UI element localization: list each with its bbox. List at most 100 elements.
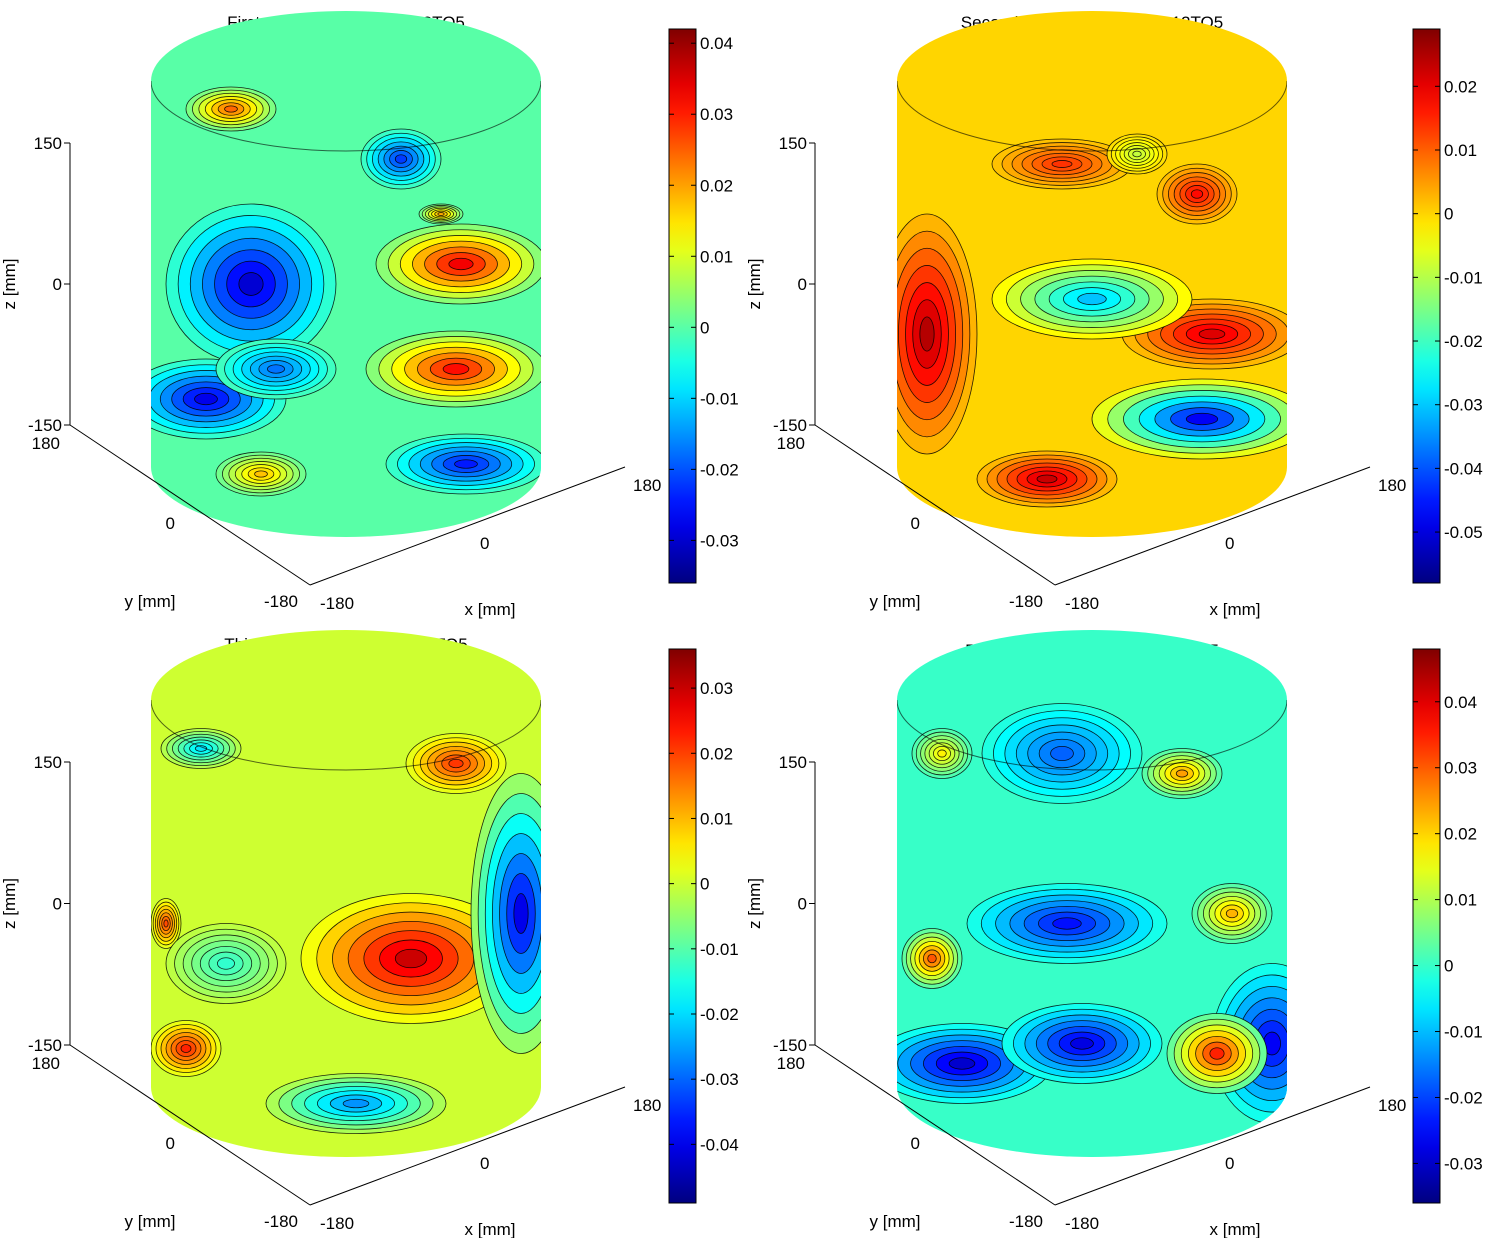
y-axis-line <box>69 1044 311 1206</box>
z-tick-label: -150 <box>773 1036 807 1055</box>
contour-ring <box>217 957 235 970</box>
y-axis-line <box>814 424 1056 586</box>
maximum-region <box>976 450 1118 508</box>
colorbar-tick-label: -0.02 <box>1444 1088 1483 1107</box>
z-tick-label: 0 <box>53 895 62 914</box>
contour-ring <box>454 459 478 469</box>
cylinder-rim <box>897 80 1287 152</box>
contour-ring <box>342 1098 370 1109</box>
x-tick-label: -180 <box>1065 594 1099 613</box>
colorbar-tick-label: 0.04 <box>1444 693 1477 712</box>
contour-ring <box>1209 1047 1225 1060</box>
contour-ring <box>163 919 169 928</box>
x-axis-label: x [mm] <box>1210 1220 1261 1238</box>
maximum-region <box>1156 163 1238 225</box>
x-tick-label: 180 <box>1378 476 1406 495</box>
z-tick-label: 0 <box>798 895 807 914</box>
maximum-region <box>1141 748 1223 799</box>
contour-ring <box>927 953 937 964</box>
contour-ring <box>1132 150 1142 158</box>
colorbar-gradient <box>1412 28 1441 584</box>
minimum-region <box>385 433 541 495</box>
contour-ring <box>1036 474 1058 484</box>
maximum-region <box>418 203 464 225</box>
contour-ring <box>1190 189 1204 199</box>
colorbar-tick-label: 0.02 <box>700 744 733 763</box>
z-axis-label: z [mm] <box>745 259 764 310</box>
colorbar-tick-label: -0.02 <box>1444 332 1483 351</box>
z-axis-label: z [mm] <box>745 878 764 929</box>
x-axis-label: x [mm] <box>465 600 516 619</box>
axes <box>809 142 1371 586</box>
x-tick-label: 180 <box>1378 1096 1406 1115</box>
minimum-region <box>981 703 1143 804</box>
minimum-region <box>1106 133 1168 175</box>
cylinder-surface <box>897 11 1287 537</box>
y-tick-label: 0 <box>166 514 175 533</box>
minimum-region <box>265 1073 447 1134</box>
colorbar-tick-label: -0.01 <box>700 940 739 959</box>
contour-ring <box>919 316 935 352</box>
colorbar: 0.04 0.03 0.02 0.01 0 -0.01 -0.02 -0.03 <box>1412 648 1483 1204</box>
minimum-region <box>165 203 337 365</box>
minimum-region <box>991 258 1193 340</box>
colorbar-tick-label: 0 <box>1444 957 1453 976</box>
contour-ring <box>1198 328 1226 340</box>
contour-ring <box>1225 908 1239 919</box>
colorbar: 0.04 0.03 0.02 0.01 0 -0.01 -0.02 -0.03 <box>668 28 739 584</box>
x-tick-label: -180 <box>320 1214 354 1233</box>
maximum-region <box>911 728 973 779</box>
x-tick-label: 180 <box>633 476 661 495</box>
contour-ring <box>1050 745 1074 762</box>
maximum-region <box>1191 883 1273 944</box>
colorbar-tick-label: -0.04 <box>1444 459 1483 478</box>
minimum-region <box>151 358 287 440</box>
contour-ring <box>1052 917 1082 930</box>
contour-ring <box>1051 160 1073 168</box>
colorbar-tick-label: -0.01 <box>1444 1023 1483 1042</box>
y-tick-label: 180 <box>777 1054 805 1073</box>
y-axis-label: y [mm] <box>125 1212 176 1231</box>
contour-ring <box>238 272 264 296</box>
colorbar-tick-label: 0 <box>700 875 709 894</box>
maximum-region <box>1166 1013 1268 1094</box>
colorbar-tick-label: 0.03 <box>700 105 733 124</box>
y-tick-label: 180 <box>777 434 805 453</box>
contour-ring <box>1070 1037 1094 1050</box>
contour-ring <box>1175 769 1189 778</box>
z-tick-label: 150 <box>34 753 62 772</box>
contour-ring <box>442 363 470 375</box>
y-tick-label: 180 <box>32 434 60 453</box>
colorbar: 0.02 0.01 0 -0.01 -0.02 -0.03 -0.04 -0.05 <box>1412 28 1483 584</box>
y-axis-line <box>69 424 311 586</box>
maximum-region <box>901 928 963 989</box>
contour-ring <box>267 364 285 374</box>
colorbar-tick-label: 0.02 <box>700 176 733 195</box>
z-tick-label: 150 <box>34 134 62 153</box>
contour-ring <box>180 1044 192 1053</box>
minimum-region <box>470 773 541 1054</box>
contour-ring <box>513 893 529 934</box>
colorbar-tick-label: -0.01 <box>1444 268 1483 287</box>
maximum-region <box>897 213 978 455</box>
cylinder-rim <box>151 699 541 771</box>
cylinder-surface <box>897 630 1287 1157</box>
y-axis-label: y [mm] <box>870 1212 921 1231</box>
x-axis-label: x [mm] <box>465 1220 516 1238</box>
colorbar-tick-label: -0.05 <box>1444 523 1483 542</box>
z-axis-label: z [mm] <box>0 878 19 929</box>
colorbar-tick-label: -0.01 <box>700 389 739 408</box>
x-axis-line <box>1054 1086 1371 1206</box>
maximum-region <box>375 223 541 305</box>
colorbar-tick-label: -0.03 <box>700 1070 739 1089</box>
x-tick-label: 0 <box>1225 1154 1234 1173</box>
y-tick-label: -180 <box>264 1212 298 1231</box>
cylinder-surface <box>151 630 541 1157</box>
maximum-region <box>215 451 307 497</box>
maximum-region <box>151 1020 222 1077</box>
maximum-region <box>151 898 182 949</box>
contour-ring <box>254 470 268 478</box>
colorbar-tick-label: 0.01 <box>700 247 733 266</box>
colorbar-gradient <box>1412 648 1441 1204</box>
